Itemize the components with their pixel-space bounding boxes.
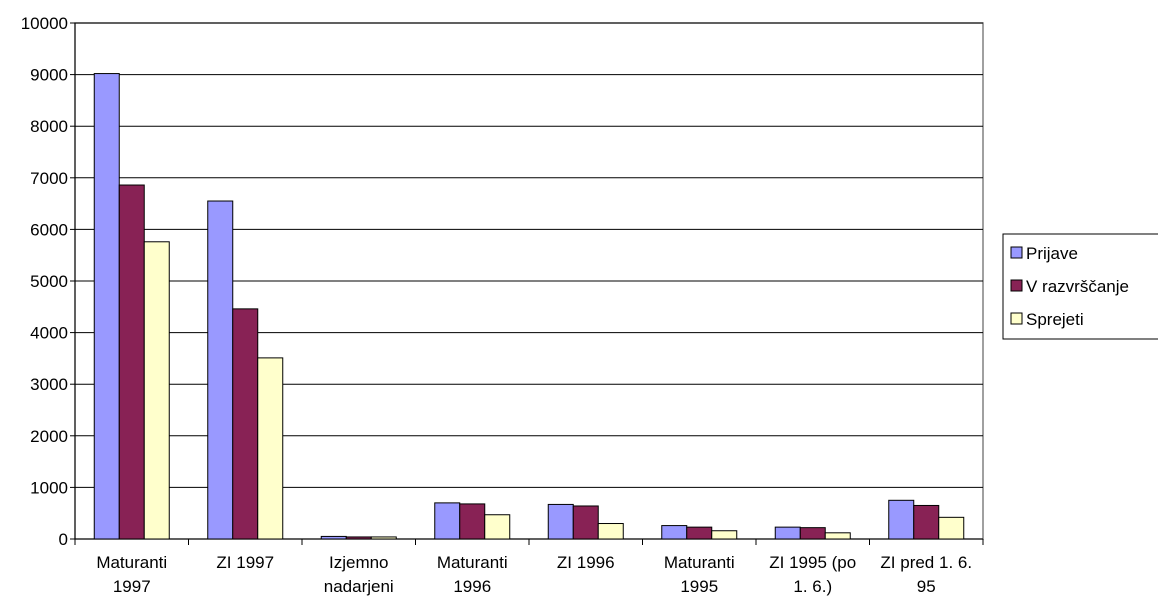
bar (484, 514, 511, 540)
legend-swatch (1010, 246, 1023, 259)
label-line: ZI 1995 (po (769, 553, 856, 572)
bar (320, 535, 347, 540)
bar (434, 502, 461, 540)
y-tick-label: 1000 (30, 478, 68, 497)
bar (459, 503, 486, 540)
bar (938, 516, 965, 540)
bar (118, 184, 145, 540)
legend-label: Sprejeti (1026, 310, 1084, 329)
label-line: Maturanti (437, 553, 508, 572)
x-tick-label: ZI 1997 (216, 553, 274, 572)
bar (370, 536, 397, 540)
x-tick-label: ZI pred 1. 6. 95 (880, 553, 972, 596)
bar (686, 526, 713, 540)
legend-label: Prijave (1026, 244, 1078, 263)
y-tick-label: 8000 (30, 117, 68, 136)
label-line: ZI 1997 (216, 553, 274, 572)
bar (207, 200, 234, 540)
y-tick-label: 7000 (30, 169, 68, 188)
label-line: Maturanti (96, 553, 167, 572)
y-tick-label: 5000 (30, 272, 68, 291)
x-tick-label: ZI 1996 (557, 553, 615, 572)
y-tick-label: 10000 (21, 14, 68, 33)
label-line: 1996 (453, 577, 491, 596)
bar (345, 536, 372, 540)
legend-label: V razvrščanje (1026, 277, 1129, 296)
bar (824, 532, 851, 540)
y-tick-label: 2000 (30, 427, 68, 446)
y-tick-label: 9000 (30, 66, 68, 85)
y-tick-label: 0 (59, 530, 68, 549)
label-line: 1997 (113, 577, 151, 596)
bar (711, 530, 738, 540)
bar (143, 241, 170, 540)
bar (661, 525, 688, 540)
bar (547, 503, 574, 540)
legend-swatch (1010, 312, 1023, 325)
y-tick-label: 6000 (30, 220, 68, 239)
label-line: nadarjeni (324, 577, 394, 596)
bar (232, 308, 259, 540)
label-line: Izjemno (329, 553, 389, 572)
label-line: 95 (917, 577, 936, 596)
bar (888, 499, 915, 540)
x-tick-label: ZI 1995 (po 1. 6.) (769, 553, 856, 596)
x-tick-label: Maturanti 1996 (437, 553, 508, 596)
y-tick-label: 4000 (30, 324, 68, 343)
label-line: ZI pred 1. 6. (880, 553, 972, 572)
legend-swatch (1010, 279, 1023, 292)
y-tick-label: 3000 (30, 375, 68, 394)
legend-box (1002, 233, 1158, 340)
bar (774, 526, 801, 540)
label-line: 1. 6.) (793, 577, 832, 596)
label-line: ZI 1996 (557, 553, 615, 572)
bar (257, 357, 284, 540)
x-tick-label: Maturanti 1995 (664, 553, 735, 596)
bar (913, 504, 940, 540)
x-tick-label: Izjemno nadarjeni (324, 553, 394, 596)
bar (597, 523, 624, 540)
bar (572, 505, 599, 540)
label-line: 1995 (680, 577, 718, 596)
bar (799, 527, 826, 540)
label-line: Maturanti (664, 553, 735, 572)
bar (93, 73, 120, 540)
x-tick-label: Maturanti 1997 (96, 553, 167, 596)
